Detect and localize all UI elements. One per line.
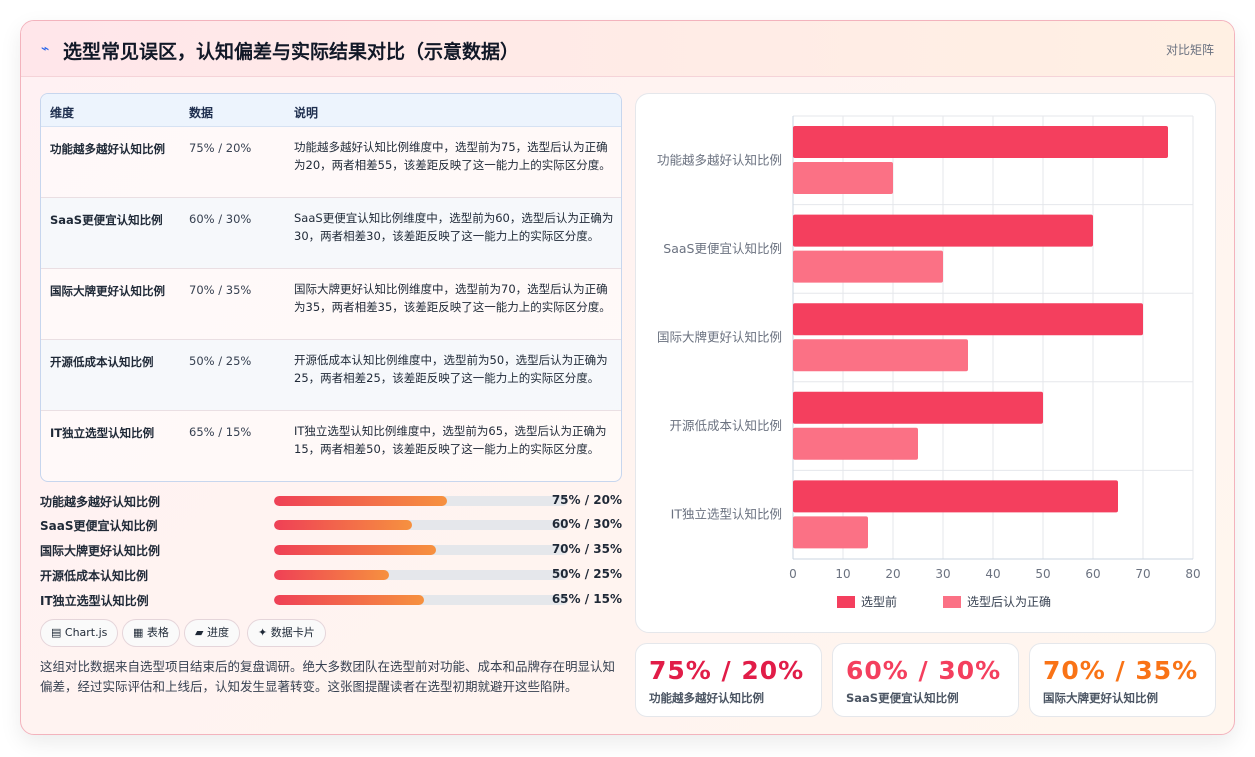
table-row: 开源低成本认知比例 50% / 25% 开源低成本认知比例维度中，选型前为50，… — [41, 340, 621, 411]
bar-before — [793, 480, 1118, 513]
bar-before — [793, 214, 1093, 247]
cell-dimension: 功能越多越好认知比例 — [50, 142, 165, 156]
cell-description: SaaS更便宜认知比例维度中，选型前为60，选型后认为正确为30，两者相差30，… — [294, 211, 614, 243]
progress-fill — [274, 545, 436, 555]
x-tick-label: 60 — [1085, 567, 1100, 581]
kpi-label: 国际大牌更好认知比例 — [1043, 691, 1158, 705]
bar-after — [793, 427, 918, 460]
cell-data: 65% / 15% — [189, 425, 252, 439]
table-row: 功能越多越好认知比例 75% / 20% 功能越多越好认知比例维度中，选型前为7… — [41, 127, 621, 198]
progress-track — [274, 595, 568, 605]
bar-before — [793, 391, 1043, 424]
column-header-dimension: 维度 — [50, 106, 75, 120]
progress-row: 开源低成本认知比例 50% / 25% — [40, 565, 622, 585]
progress-row: 国际大牌更好认知比例 70% / 35% — [40, 540, 622, 560]
progress-value: 65% / 15% — [551, 592, 622, 606]
x-tick-label: 70 — [1135, 567, 1150, 581]
card-header: ⌁ 选型常见误区，认知偏差与实际结果对比（示意数据） 对比矩阵 — [21, 21, 1234, 77]
progress-label: 国际大牌更好认知比例 — [40, 544, 161, 558]
x-tick-label: 30 — [935, 567, 950, 581]
kpi-label: SaaS更便宜认知比例 — [846, 691, 959, 705]
kpi-label: 功能越多越好认知比例 — [649, 691, 764, 705]
progress-row: SaaS更便宜认知比例 60% / 30% — [40, 515, 622, 535]
kpi-card: 75% / 20% 功能越多越好认知比例 — [635, 643, 822, 717]
cell-description: 国际大牌更好认知比例维度中，选型前为70，选型后认为正确为35，两者相差35，该… — [294, 282, 611, 314]
table-row: 国际大牌更好认知比例 70% / 35% 国际大牌更好认知比例维度中，选型前为7… — [41, 269, 621, 340]
table-header: 维度 数据 说明 — [41, 94, 621, 127]
cell-data: 60% / 30% — [189, 212, 252, 226]
bar-before — [793, 303, 1143, 336]
progress-row: 功能越多越好认知比例 75% / 20% — [40, 491, 622, 511]
cell-description: 开源低成本认知比例维度中，选型前为50，选型后认为正确为25，两者相差25，该差… — [294, 353, 608, 385]
kpi-value: 60% / 30% — [846, 656, 1002, 685]
progress-track — [274, 496, 568, 506]
y-tick-label: SaaS更便宜认知比例 — [663, 241, 782, 256]
summary-text: 这组对比数据来自选型项目结束后的复盘调研。绝大多数团队在选型前对功能、成本和品牌… — [40, 659, 616, 694]
progress-track — [274, 520, 568, 530]
cell-data: 70% / 35% — [189, 283, 252, 297]
column-header-data: 数据 — [189, 106, 214, 120]
bar-before — [793, 126, 1168, 158]
header-tag: 对比矩阵 — [1165, 43, 1214, 57]
chart-panel: 0 10 20 30 40 50 60 70 80 功能越多越好认知比例 SaaS更便宜认知比例 国际… — [635, 93, 1216, 633]
legend-label: 选型后认为正确 — [967, 595, 1051, 609]
legend-label: 选型前 — [861, 594, 897, 609]
progress-track — [274, 545, 568, 555]
y-tick-label: 开源低成本认知比例 — [669, 418, 782, 433]
cell-dimension: 国际大牌更好认知比例 — [50, 284, 165, 298]
x-tick-label: 0 — [789, 567, 797, 581]
bar-after — [793, 516, 868, 549]
progress-label: 功能越多越好认知比例 — [40, 495, 161, 509]
table-row: SaaS更便宜认知比例 60% / 30% SaaS更便宜认知比例维度中，选型前… — [41, 198, 621, 269]
x-tick-label: 80 — [1185, 567, 1200, 581]
bar-chart: 0 10 20 30 40 50 60 70 80 功能越多越好认知比例 SaaS更便宜认知比例国际… — [657, 115, 1201, 609]
x-tick-label: 50 — [1035, 567, 1050, 581]
chip-progress[interactable]: ▰ 进度 — [184, 619, 240, 647]
progress-value: 60% / 30% — [551, 517, 622, 531]
bar-after — [793, 339, 968, 372]
progress-label: 开源低成本认知比例 — [40, 569, 149, 583]
bar-after — [793, 250, 943, 283]
cell-dimension: 开源低成本认知比例 — [50, 355, 154, 369]
bar-after — [793, 162, 893, 194]
cell-dimension: SaaS更便宜认知比例 — [50, 213, 163, 227]
page-title: 选型常见误区，认知偏差与实际结果对比（示意数据） — [63, 41, 520, 63]
column-header-description: 说明 — [294, 106, 319, 120]
progress-fill — [274, 496, 448, 506]
progress-fill — [274, 520, 413, 530]
kpi-value: 75% / 20% — [649, 656, 805, 685]
x-tick-label: 20 — [885, 567, 900, 581]
table-row: IT独立选型认知比例 65% / 15% IT独立选型认知比例维度中，选型前为6… — [41, 411, 621, 481]
x-tick-label: 10 — [835, 567, 850, 581]
cell-dimension: IT独立选型认知比例 — [50, 426, 155, 440]
progress-label: SaaS更便宜认知比例 — [40, 519, 158, 533]
legend-swatch — [837, 596, 855, 608]
progress-fill — [274, 595, 424, 605]
progress-value: 75% / 20% — [551, 493, 622, 507]
data-table: 维度 数据 说明 功能越多越好认知比例 75% / 20% 功能越多越好认知比例… — [40, 93, 622, 482]
cell-description: 功能越多越好认知比例维度中，选型前为75，选型后认为正确为20，两者相差55，该… — [294, 140, 611, 172]
y-tick-label: 国际大牌更好认知比例 — [657, 330, 782, 345]
x-tick-label: 40 — [985, 567, 1000, 581]
progress-label: IT独立选型认知比例 — [40, 594, 149, 608]
chip-chartjs[interactable]: ▤ Chart.js — [40, 619, 119, 647]
chart-line-icon: ⌁ — [41, 41, 50, 57]
y-tick-label: IT独立选型认知比例 — [671, 507, 782, 522]
progress-fill — [274, 570, 389, 580]
kpi-value: 70% / 35% — [1043, 656, 1199, 685]
legend-swatch — [943, 596, 961, 608]
cell-data: 50% / 25% — [189, 354, 252, 368]
comparison-card: ⌁ 选型常见误区，认知偏差与实际结果对比（示意数据） 对比矩阵 维度 数据 说明… — [20, 20, 1235, 735]
progress-track — [274, 570, 568, 580]
chip-data-card[interactable]: ✦ 数据卡片 — [247, 619, 326, 647]
progress-row: IT独立选型认知比例 65% / 15% — [40, 590, 622, 610]
progress-value: 70% / 35% — [551, 542, 622, 556]
cell-data: 75% / 20% — [189, 141, 252, 155]
progress-value: 50% / 25% — [551, 567, 622, 581]
kpi-card: 60% / 30% SaaS更便宜认知比例 — [832, 643, 1019, 717]
cell-description: IT独立选型认知比例维度中，选型前为65，选型后认为正确为15，两者相差50，该… — [294, 424, 607, 456]
kpi-card: 70% / 35% 国际大牌更好认知比例 — [1029, 643, 1216, 717]
y-tick-label: 功能越多越好认知比例 — [657, 152, 782, 167]
chip-table[interactable]: ▦ 表格 — [122, 619, 180, 647]
